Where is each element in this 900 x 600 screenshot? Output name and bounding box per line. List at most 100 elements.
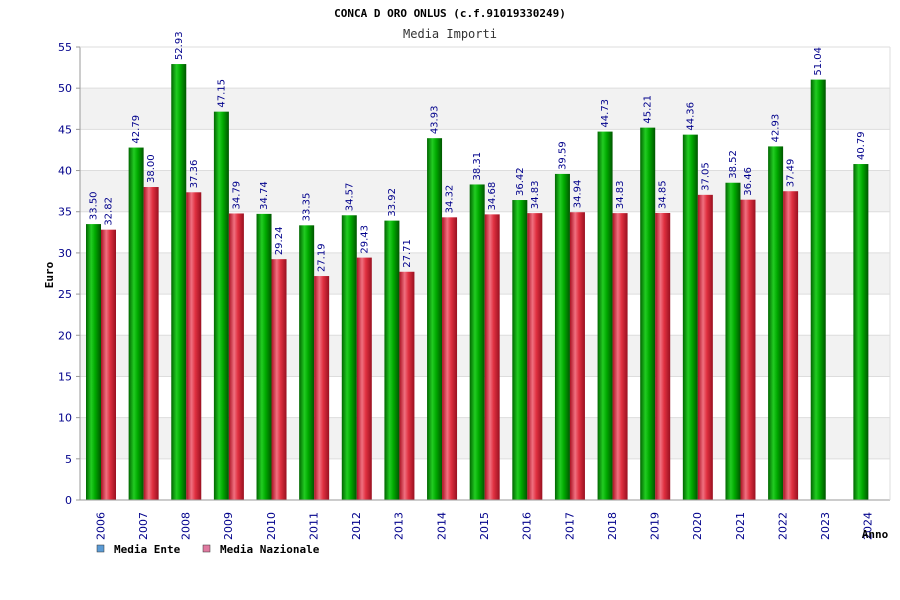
- data-label-media-nazionale: 27.19: [317, 243, 328, 272]
- data-label-media-nazionale: 37.49: [786, 159, 797, 188]
- legend-swatch-media-nazionale: [202, 544, 211, 553]
- bar-media-nazionale: [484, 214, 500, 500]
- data-label-media-ente: 36.42: [515, 167, 526, 196]
- data-label-media-ente: 44.73: [600, 99, 611, 128]
- data-label-media-ente: 33.92: [387, 188, 398, 217]
- bar-media-ente: [853, 164, 869, 500]
- bar-media-nazionale: [356, 257, 372, 500]
- x-tick-label: 2008: [180, 512, 193, 540]
- bar-media-nazionale: [228, 213, 244, 500]
- bar-media-ente: [768, 146, 784, 500]
- data-label-media-nazionale: 37.05: [700, 162, 711, 191]
- x-tick-label: 2016: [521, 512, 534, 540]
- x-tick-label: 2018: [606, 512, 619, 540]
- bar-media-ente: [213, 111, 229, 500]
- chart-subtitle: Media Importi: [403, 27, 497, 41]
- x-tick-label: 2015: [478, 512, 491, 540]
- data-label-media-ente: 52.93: [174, 31, 185, 60]
- y-tick-label: 0: [65, 494, 72, 507]
- bar-media-nazionale: [783, 191, 799, 500]
- bar-media-ente: [384, 220, 400, 500]
- data-label-media-nazionale: 32.82: [104, 197, 115, 226]
- axes-group: [79, 46, 891, 501]
- x-tick-label: 2011: [307, 512, 320, 540]
- legend-label-media-ente: Media Ente: [114, 543, 181, 556]
- x-tick-label: 2020: [691, 512, 704, 540]
- bar-media-nazionale: [655, 212, 671, 501]
- y-axis-label: Euro: [43, 261, 56, 288]
- data-label-media-nazionale: 38.00: [146, 154, 157, 183]
- data-label-media-ente: 34.57: [344, 183, 355, 212]
- bar-media-nazionale: [740, 199, 756, 500]
- data-label-media-ente: 42.79: [131, 115, 142, 144]
- data-label-media-ente: 44.36: [685, 102, 696, 131]
- bar-media-nazionale: [271, 259, 287, 500]
- data-label-media-nazionale: 36.46: [743, 167, 754, 196]
- y-tick-label: 50: [58, 82, 72, 95]
- data-label-media-ente: 38.52: [728, 150, 739, 179]
- x-axis-label: Anno: [862, 528, 889, 541]
- bar-media-ente: [554, 173, 570, 500]
- x-tick-label: 2006: [94, 512, 107, 540]
- y-tick-label: 30: [58, 247, 72, 260]
- x-tick-label: 2017: [563, 512, 576, 540]
- y-tick-label: 45: [58, 123, 72, 136]
- data-label-media-ente: 33.35: [302, 193, 313, 222]
- y-tick-label: 5: [65, 453, 72, 466]
- data-label-media-ente: 43.93: [430, 106, 441, 135]
- data-label-media-nazionale: 34.32: [445, 185, 456, 214]
- x-tick-label: 2007: [137, 512, 150, 540]
- bar-media-nazionale: [612, 213, 628, 501]
- y-tick-label: 25: [58, 288, 72, 301]
- bar-media-ente: [597, 131, 613, 500]
- x-tick-label: 2012: [350, 512, 363, 540]
- chart-title: CONCA D ORO ONLUS (c.f.91019330249): [334, 7, 566, 20]
- y-tick-label: 40: [58, 165, 72, 178]
- data-label-media-nazionale: 34.94: [572, 180, 583, 209]
- data-label-media-nazionale: 34.85: [658, 180, 669, 209]
- data-label-media-nazionale: 37.36: [189, 160, 200, 189]
- bar-media-nazionale: [399, 271, 415, 500]
- bar-media-ente: [128, 147, 144, 501]
- x-tick-label: 2010: [265, 512, 278, 540]
- data-label-media-ente: 45.21: [643, 95, 654, 124]
- y-tick-label: 55: [58, 41, 72, 54]
- x-tick-label: 2024: [862, 512, 875, 540]
- legend-swatch-media-ente: [96, 544, 105, 553]
- data-label-media-nazionale: 34.68: [487, 182, 498, 211]
- data-label-media-nazionale: 34.83: [530, 180, 541, 209]
- data-label-media-nazionale: 29.24: [274, 227, 285, 256]
- bar-media-ente: [256, 213, 272, 501]
- bar-media-ente: [171, 64, 187, 501]
- bar-media-nazionale: [527, 213, 543, 501]
- bar-media-nazionale: [143, 187, 159, 500]
- legend-label-media-nazionale: Media Nazionale: [220, 543, 320, 556]
- y-tick-label: 15: [58, 370, 72, 383]
- grid-band: [80, 88, 890, 130]
- bar-media-ente: [427, 138, 443, 500]
- bar-media-nazionale: [442, 217, 458, 500]
- x-tick-label: 2009: [222, 512, 235, 540]
- x-tick-label: 2021: [734, 512, 747, 540]
- data-label-media-ente: 51.04: [813, 47, 824, 76]
- bar-media-nazionale: [697, 194, 713, 501]
- bar-media-ente: [682, 134, 698, 501]
- data-label-media-ente: 40.79: [856, 131, 867, 160]
- y-tick-label: 35: [58, 206, 72, 219]
- bar-media-ente: [299, 225, 315, 501]
- x-tick-label: 2023: [819, 512, 832, 540]
- bars-group: 33.50 32.82 2006 42.79 38.00 2007 52.93 37.36 20…: [86, 31, 875, 540]
- bar-media-ente: [341, 215, 357, 500]
- bar-media-ente: [512, 200, 528, 501]
- x-tick-label: 2014: [435, 512, 448, 540]
- x-tick-label: 2013: [393, 512, 406, 540]
- data-label-media-ente: 47.15: [216, 79, 227, 108]
- bar-media-nazionale: [101, 229, 116, 500]
- data-label-media-ente: 38.31: [472, 152, 483, 181]
- y-tick-label: 10: [58, 412, 72, 425]
- data-label-media-ente: 33.50: [89, 191, 100, 220]
- legend: Media Ente Media Nazionale: [96, 543, 320, 556]
- bar-media-ente: [725, 182, 741, 500]
